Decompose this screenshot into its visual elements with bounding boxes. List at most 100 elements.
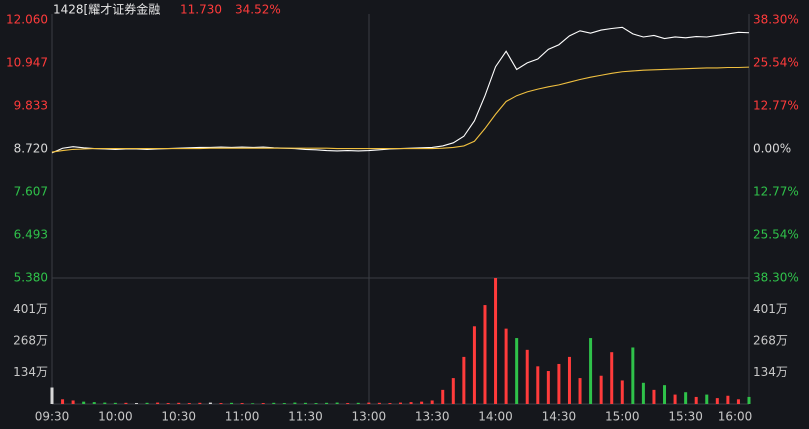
volume-bar (272, 402, 276, 404)
volume-bar (451, 378, 455, 404)
volume-bar (567, 356, 571, 404)
y2-tick-label: 25.54% (753, 55, 799, 69)
y2-tick-label: 38.30% (753, 271, 799, 285)
volume-bar (557, 363, 561, 404)
volume-bar (589, 338, 593, 404)
volume-bar (166, 403, 170, 404)
y-tick-label: 134万 (13, 365, 48, 379)
volume-bar (50, 387, 54, 404)
volume-bar (462, 356, 466, 404)
volume-bar (134, 403, 138, 404)
y-tick-label: 6.493 (14, 228, 48, 242)
y2-tick-label: 134万 (753, 365, 788, 379)
y-tick-label: 9.833 (14, 99, 48, 113)
y-tick-label: 401万 (13, 302, 48, 316)
y-tick-label: 7.607 (14, 184, 48, 198)
volume-bar (726, 395, 730, 404)
volume-bar (663, 385, 667, 404)
y-tick-label: 268万 (13, 333, 48, 347)
volume-bar (546, 371, 550, 404)
y-tick-label: 5.380 (14, 271, 48, 285)
x-tick-label: 15:30 (668, 410, 703, 424)
stock-title: 1428[耀才证券金融 (53, 2, 160, 17)
x-tick-label: 14:00 (478, 410, 513, 424)
volume-bar (494, 278, 498, 404)
volume-bar (282, 403, 286, 404)
volume-bar (620, 380, 624, 404)
volume-bar (71, 400, 75, 404)
volume-bar (441, 389, 445, 404)
x-tick-label: 11:00 (225, 410, 260, 424)
x-tick-label: 14:30 (542, 410, 577, 424)
volume-bar (388, 403, 392, 404)
volume-bar (420, 401, 424, 404)
y2-tick-label: 268万 (753, 333, 788, 347)
volume-bar (705, 394, 709, 404)
x-tick-label: 10:00 (98, 410, 133, 424)
volume-bar (515, 338, 519, 404)
volume-bar (230, 402, 234, 404)
volume-bar (356, 402, 360, 404)
volume-bar (736, 399, 740, 404)
volume-bar (219, 403, 223, 404)
y-tick-label: 8.720 (14, 142, 48, 156)
volume-bar (82, 401, 86, 404)
x-tick-label: 10:30 (161, 410, 196, 424)
volume-bar (652, 389, 656, 404)
volume-bar (578, 378, 582, 404)
volume-bar (124, 402, 128, 404)
volume-bar (261, 403, 265, 404)
volume-bar (198, 402, 202, 404)
x-tick-label: 11:30 (288, 410, 323, 424)
volume-bar (399, 402, 402, 404)
volume-bar (303, 402, 307, 404)
volume-bar (251, 403, 255, 404)
volume-bar (536, 366, 540, 404)
volume-bar (673, 394, 677, 404)
volume-bar (113, 402, 117, 404)
volume-bar (599, 375, 603, 404)
x-tick-label: 09:30 (35, 410, 70, 424)
volume-bar (177, 402, 181, 404)
volume-bar (240, 403, 244, 404)
volume-bar (715, 398, 719, 404)
volume-bar (156, 402, 160, 404)
volume-bar (747, 396, 751, 404)
volume-bar (409, 402, 413, 404)
x-tick-label: 13:30 (415, 410, 450, 424)
volume-bar (525, 349, 529, 404)
volume-bar (472, 326, 476, 404)
y2-tick-label: 25.54% (753, 228, 799, 242)
volume-bar (631, 347, 635, 404)
volume-bar (325, 402, 329, 404)
price-line (51, 66, 750, 153)
volume-bar (314, 403, 318, 404)
volume-bar (430, 400, 434, 404)
x-tick-label: 13:00 (352, 410, 387, 424)
volume-bar (641, 382, 645, 404)
volume-bar (335, 402, 339, 404)
y-tick-label: 10.947 (6, 55, 48, 69)
volume-bar (610, 352, 614, 404)
volume-bar (346, 403, 350, 404)
volume-bar (504, 328, 508, 404)
price-change: 34.52% (235, 3, 281, 17)
volume-bar (377, 402, 381, 404)
volume-bar (61, 399, 65, 404)
volume-bar (92, 402, 96, 404)
volume-bar (187, 403, 191, 404)
volume-bar (293, 402, 297, 404)
y2-tick-label: 12.77% (753, 98, 799, 112)
x-tick-label: 15:00 (605, 410, 640, 424)
x-tick-label: 16:00 (718, 410, 753, 424)
last-price: 11.730 (180, 3, 222, 17)
volume-bar (208, 402, 212, 404)
volume-bar (684, 392, 688, 404)
y-tick-label: 12.060 (6, 13, 48, 27)
y2-tick-label: 401万 (753, 302, 788, 316)
volume-bar (367, 402, 371, 404)
volume-bar (145, 402, 149, 404)
y2-tick-label: 12.77% (753, 185, 799, 199)
